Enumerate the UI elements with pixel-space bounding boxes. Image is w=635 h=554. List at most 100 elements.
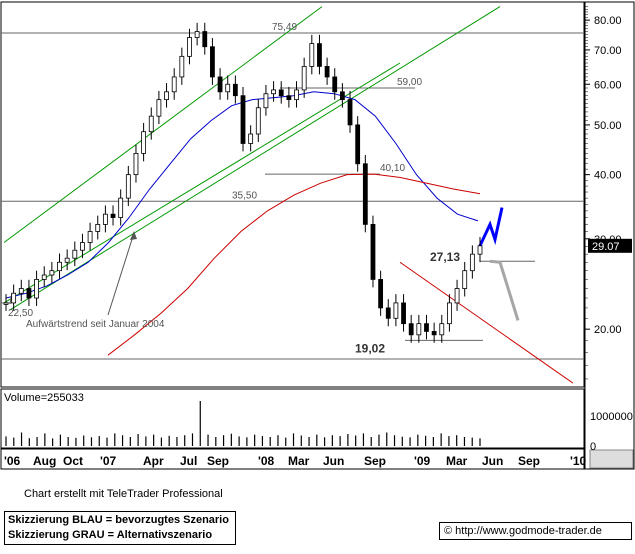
chart-credit: Chart erstellt mit TeleTrader Profession… xyxy=(24,488,223,500)
candle-body xyxy=(370,223,376,280)
candle-body xyxy=(408,323,414,336)
candle-body xyxy=(271,89,276,95)
moving-average-line xyxy=(107,173,481,356)
candle-body xyxy=(156,99,162,117)
candle-body xyxy=(133,153,139,176)
candle-body xyxy=(125,174,131,199)
candle-body xyxy=(255,107,261,135)
candle-body xyxy=(148,115,154,133)
x-tick-label: '06 xyxy=(4,454,21,468)
level-label: 40,10 xyxy=(380,163,405,174)
legend-gray: Skizzierung GRAU = Alternativszenario xyxy=(8,529,213,541)
source-link[interactable]: © http://www.godmode-trader.de xyxy=(439,522,632,540)
candle-body xyxy=(3,302,9,305)
candle-body xyxy=(64,257,70,263)
candle-body xyxy=(347,99,353,126)
x-tick-label: Sep xyxy=(207,454,229,468)
candle-body xyxy=(362,163,368,225)
price-tick-label: 50.00 xyxy=(594,120,622,132)
source-url[interactable]: http://www.godmode-trader.de xyxy=(455,525,602,537)
candle-body xyxy=(263,93,269,109)
candle-body xyxy=(278,89,284,97)
candle-body xyxy=(41,274,47,280)
scroll-button[interactable] xyxy=(589,449,634,469)
x-tick-label: Mar xyxy=(446,454,468,468)
scenario-legend: Skizzierung BLAU = bevorzugtes Szenario … xyxy=(4,511,236,545)
price-tick-label: 60.00 xyxy=(594,79,622,91)
candle-body xyxy=(439,323,445,336)
x-tick-label: Sep xyxy=(518,454,540,468)
candle-body xyxy=(179,55,185,78)
date-axis-frame xyxy=(0,448,585,470)
x-tick-label: Jun xyxy=(482,454,503,468)
candle-body xyxy=(11,292,17,304)
x-tick-label: Jul xyxy=(180,454,197,468)
x-tick-label: '09 xyxy=(414,454,431,468)
candle-body xyxy=(210,46,215,78)
x-tick-label: Jun xyxy=(323,454,344,468)
candle-body xyxy=(286,95,292,101)
candle-body xyxy=(49,270,55,276)
candle-body xyxy=(324,66,330,78)
candle-body xyxy=(87,231,93,243)
price-tick-label: 20.00 xyxy=(594,324,622,336)
candle-body xyxy=(393,302,399,319)
x-tick-label: '10 xyxy=(570,454,587,468)
annotation-arrowhead xyxy=(130,231,137,240)
volume-label: Volume=255033 xyxy=(4,392,84,404)
trend-annotation: Aufwärtstrend seit Januar 2004 xyxy=(26,319,165,330)
level-label: 59,00 xyxy=(397,77,422,88)
candle-body xyxy=(416,323,422,336)
x-tick-label: '07 xyxy=(100,454,117,468)
candle-body xyxy=(57,261,62,272)
scenario-grau-line xyxy=(489,259,520,321)
stock-chart: Volume=255033 75,49 59,00 40,10 35,50 27,13 19… xyxy=(0,1,635,470)
candle-body xyxy=(171,76,177,93)
candle-body xyxy=(431,331,437,336)
candle-body xyxy=(355,124,361,165)
x-tick-label: Oct xyxy=(63,454,83,468)
candle-body xyxy=(187,37,192,57)
legend-blue: Skizzierung BLAU = bevorzugtes Szenario xyxy=(8,514,229,526)
candle-body xyxy=(217,76,223,93)
candle-body xyxy=(164,91,169,101)
level-label: 75,49 xyxy=(272,22,297,33)
candle-body xyxy=(102,213,108,225)
candle-body xyxy=(80,242,85,251)
price-tick-label: 70.00 xyxy=(594,45,622,57)
candle-body xyxy=(447,302,452,325)
x-tick-label: Aug xyxy=(33,454,56,468)
level-label: 22,50 xyxy=(8,308,33,319)
candle-body xyxy=(454,288,460,304)
candle-body xyxy=(301,66,307,91)
channel-upper-line xyxy=(3,6,323,243)
candle-body xyxy=(462,270,468,289)
level-label: 35,50 xyxy=(232,190,257,201)
volume-panel-frame xyxy=(0,388,585,449)
annotation-arrow xyxy=(107,232,135,316)
candle-body xyxy=(202,31,208,48)
x-tick-label: Apr xyxy=(143,454,164,468)
candle-body xyxy=(232,83,238,97)
level-label: 19,02 xyxy=(355,341,385,355)
candle-body xyxy=(469,253,475,272)
candle-body xyxy=(401,302,406,325)
candle-body xyxy=(141,131,147,154)
candle-body xyxy=(118,197,124,218)
x-tick-label: Mar xyxy=(288,454,310,468)
candle-body xyxy=(26,288,32,299)
copyright-icon: © xyxy=(444,525,453,537)
candle-body xyxy=(332,76,338,93)
last-price-label: 29.07 xyxy=(592,241,620,253)
candle-body xyxy=(72,249,78,259)
candle-body xyxy=(294,89,299,101)
candle-body xyxy=(424,323,429,332)
candle-body xyxy=(34,279,39,299)
volume-tick-label: 0 xyxy=(590,441,596,453)
candle-body xyxy=(477,245,483,255)
candle-body xyxy=(194,31,200,38)
candle-body xyxy=(18,288,24,294)
candle-body xyxy=(317,43,322,67)
candle-body xyxy=(248,133,254,144)
